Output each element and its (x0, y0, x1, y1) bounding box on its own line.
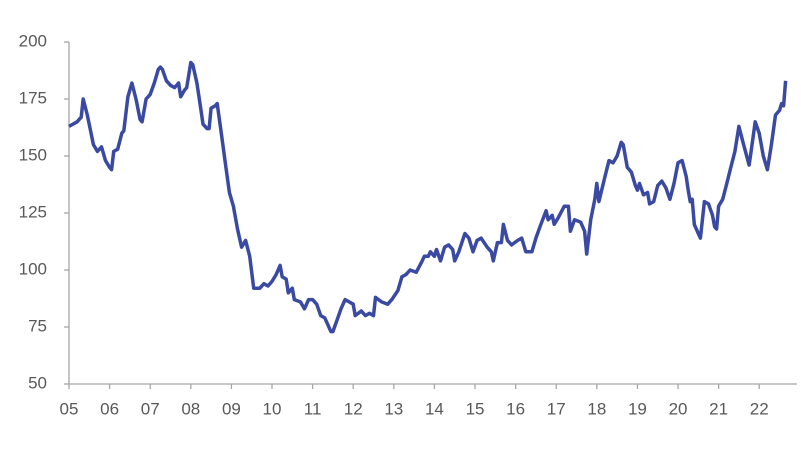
x-tick-label: 20 (669, 399, 688, 418)
x-tick-label: 10 (263, 399, 282, 418)
x-tick-label: 16 (506, 399, 525, 418)
x-tick-label: 13 (384, 399, 403, 418)
x-tick-label: 06 (100, 399, 119, 418)
y-tick-label: 175 (19, 88, 47, 107)
x-tick-label: 21 (709, 399, 728, 418)
x-tick-label: 07 (141, 399, 160, 418)
x-tick-label: 22 (750, 399, 769, 418)
x-tick-label: 11 (304, 399, 322, 418)
y-tick-label: 150 (19, 145, 47, 164)
y-tick-label: 75 (28, 316, 47, 335)
x-tick-label: 08 (181, 399, 200, 418)
y-tick-label: 200 (19, 31, 47, 50)
x-tick-label: 15 (466, 399, 485, 418)
x-tick-label: 19 (628, 399, 647, 418)
y-tick-label: 50 (28, 373, 47, 392)
y-tick-label: 100 (19, 259, 47, 278)
y-tick-label: 125 (19, 202, 47, 221)
x-tick-label: 14 (425, 399, 444, 418)
x-tick-label: 05 (60, 399, 79, 418)
x-tick-label: 17 (547, 399, 566, 418)
x-tick-label: 12 (344, 399, 363, 418)
data-line (68, 60, 788, 334)
x-tick-label: 18 (587, 399, 606, 418)
x-tick-label: 09 (222, 399, 241, 418)
